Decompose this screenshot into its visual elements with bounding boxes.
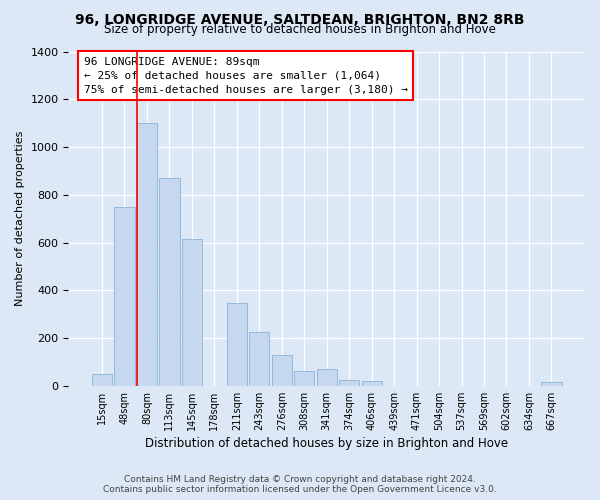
Bar: [115, 206, 134, 386]
Bar: [92, 374, 112, 386]
Text: 96 LONGRIDGE AVENUE: 89sqm
← 25% of detached houses are smaller (1,064)
75% of s: 96 LONGRIDGE AVENUE: 89sqm ← 25% of deta…: [84, 56, 408, 94]
Bar: [339, 380, 359, 386]
Bar: [249, 332, 269, 386]
Bar: [362, 381, 382, 386]
Text: 96, LONGRIDGE AVENUE, SALTDEAN, BRIGHTON, BN2 8RB: 96, LONGRIDGE AVENUE, SALTDEAN, BRIGHTON…: [75, 12, 525, 26]
Bar: [317, 369, 337, 386]
Text: Contains HM Land Registry data © Crown copyright and database right 2024.
Contai: Contains HM Land Registry data © Crown c…: [103, 474, 497, 494]
Bar: [227, 304, 247, 386]
Y-axis label: Number of detached properties: Number of detached properties: [15, 131, 25, 306]
Bar: [541, 382, 562, 386]
Bar: [137, 123, 157, 386]
Bar: [272, 355, 292, 386]
Text: Size of property relative to detached houses in Brighton and Hove: Size of property relative to detached ho…: [104, 22, 496, 36]
Bar: [294, 372, 314, 386]
X-axis label: Distribution of detached houses by size in Brighton and Hove: Distribution of detached houses by size …: [145, 437, 508, 450]
Bar: [182, 239, 202, 386]
Bar: [159, 178, 179, 386]
